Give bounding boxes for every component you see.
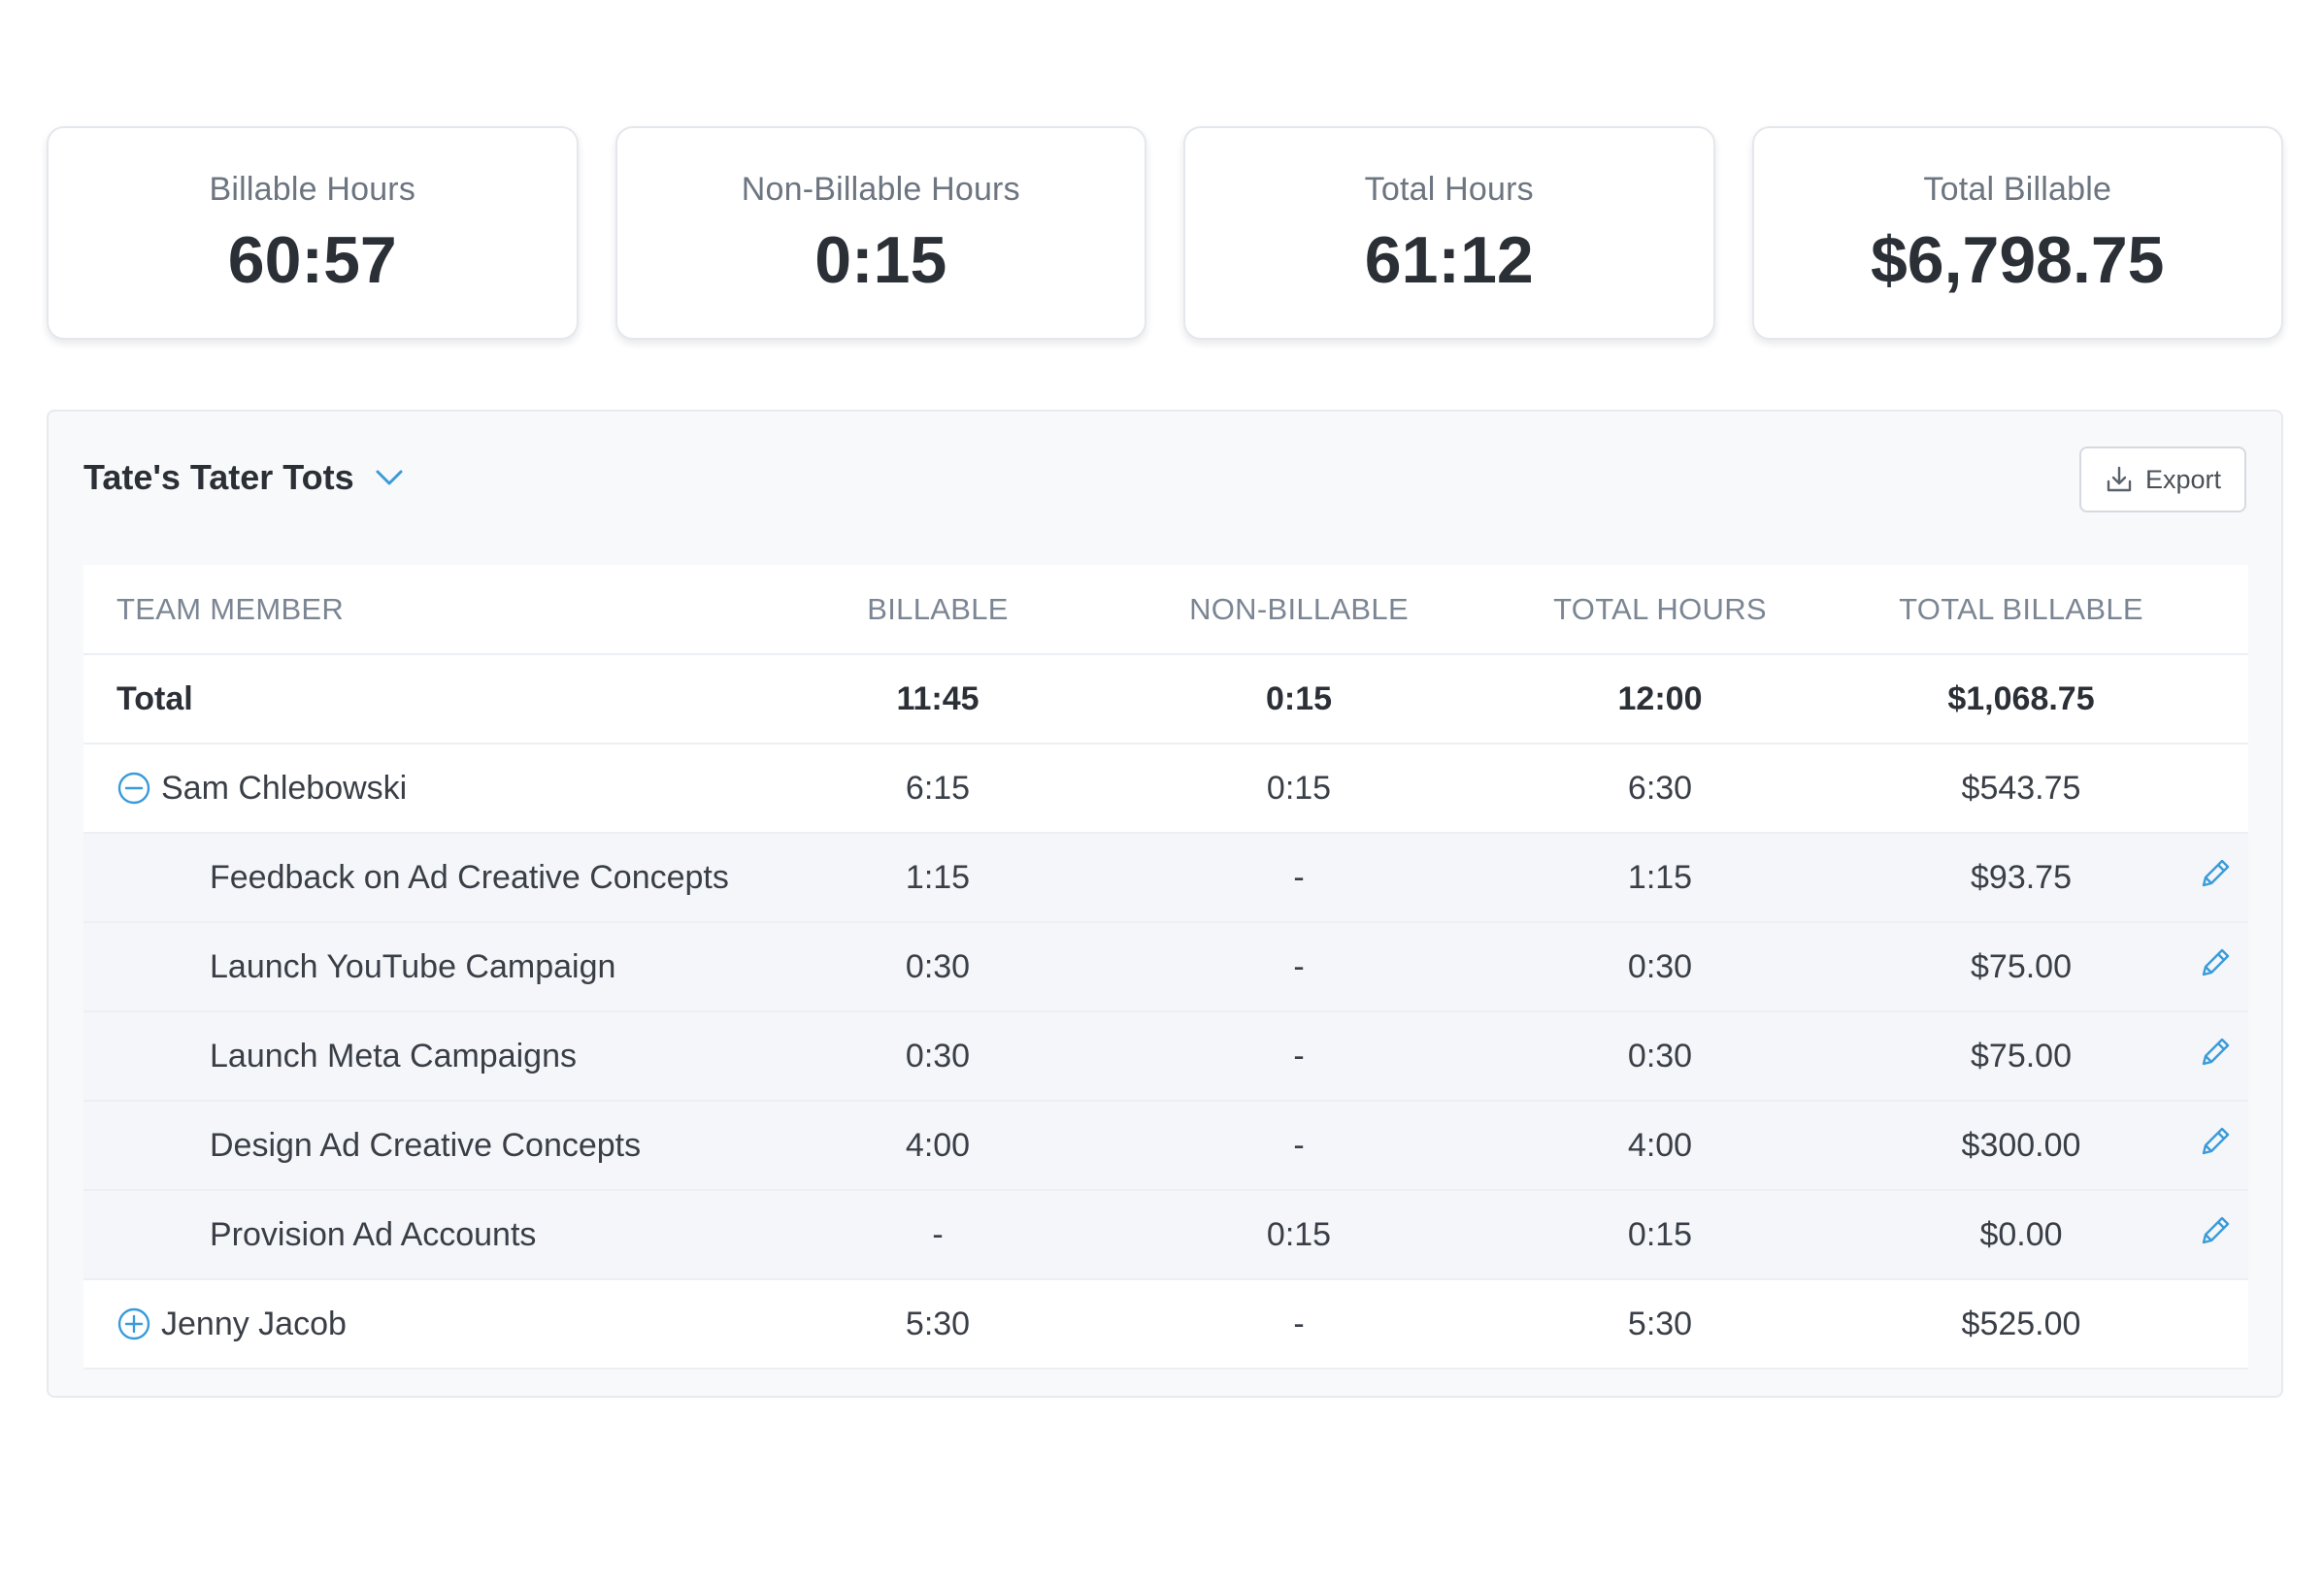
- export-label: Export: [2144, 464, 2222, 494]
- task-row: Design Ad Creative Concepts 4:00 - 4:00 …: [83, 1101, 2248, 1191]
- stat-card-non-billable-hours: Non-Billable Hours 0:15: [614, 126, 1146, 340]
- member-total-hours: 6:30: [1479, 744, 1841, 834]
- task-billable: 1:15: [757, 833, 1118, 923]
- task-name: Launch Meta Campaigns: [83, 1011, 757, 1102]
- task-name: Launch YouTube Campaign: [83, 922, 757, 1012]
- task-non-billable: -: [1118, 1101, 1479, 1191]
- stat-card-total-billable: Total Billable $6,798.75: [1751, 126, 2283, 340]
- member-non-billable: -: [1118, 1279, 1479, 1370]
- task-row: Launch YouTube Campaign 0:30 - 0:30 $75.…: [83, 922, 2248, 1012]
- task-name: Feedback on Ad Creative Concepts: [83, 833, 757, 923]
- task-billable: 4:00: [757, 1101, 1118, 1191]
- table-header-row: TEAM MEMBER BILLABLE NON-BILLABLE TOTAL …: [83, 565, 2248, 655]
- plus-circle-icon[interactable]: [116, 1306, 151, 1341]
- member-name: Sam Chlebowski: [161, 769, 408, 807]
- task-name: Design Ad Creative Concepts: [83, 1101, 757, 1191]
- stat-label: Non-Billable Hours: [741, 171, 1020, 208]
- task-total-billable: $93.75: [1841, 833, 2202, 923]
- summary-stats: Billable Hours 60:57 Non-Billable Hours …: [47, 126, 2283, 340]
- member-row[interactable]: Sam Chlebowski 6:15 0:15 6:30 $543.75: [83, 744, 2248, 834]
- stat-label: Total Hours: [1364, 171, 1534, 208]
- header-team-member: TEAM MEMBER: [83, 565, 757, 655]
- stat-card-billable-hours: Billable Hours 60:57: [47, 126, 579, 340]
- member-billable: 5:30: [757, 1279, 1118, 1370]
- stat-value: 61:12: [1364, 223, 1534, 297]
- pencil-icon[interactable]: [2196, 854, 2235, 893]
- export-button[interactable]: Export: [2079, 446, 2246, 512]
- minus-circle-icon[interactable]: [116, 771, 151, 806]
- task-non-billable: 0:15: [1118, 1190, 1479, 1280]
- total-non-billable-hours: 0:15: [1118, 654, 1479, 744]
- stat-card-total-hours: Total Hours 61:12: [1183, 126, 1715, 340]
- member-total-billable: $543.75: [1841, 744, 2202, 834]
- task-total-hours: 0:30: [1479, 922, 1841, 1012]
- member-total-billable: $525.00: [1841, 1279, 2202, 1370]
- member-row[interactable]: Jenny Jacob 5:30 - 5:30 $525.00: [83, 1279, 2248, 1370]
- stat-value: 0:15: [814, 223, 947, 297]
- header-non-billable: NON-BILLABLE: [1118, 565, 1479, 655]
- member-total-hours: 5:30: [1479, 1279, 1841, 1370]
- time-table-wrapper: TEAM MEMBER BILLABLE NON-BILLABLE TOTAL …: [83, 565, 2248, 1370]
- pencil-icon[interactable]: [2196, 1211, 2235, 1250]
- task-total-hours: 4:00: [1479, 1101, 1841, 1191]
- task-total-billable: $300.00: [1841, 1101, 2202, 1191]
- member-name-cell: Jenny Jacob: [83, 1306, 757, 1343]
- task-billable: -: [757, 1190, 1118, 1280]
- task-non-billable: -: [1118, 1011, 1479, 1102]
- task-total-billable: $0.00: [1841, 1190, 2202, 1280]
- member-non-billable: 0:15: [1118, 744, 1479, 834]
- task-row: Feedback on Ad Creative Concepts 1:15 - …: [83, 833, 2248, 923]
- time-table: TEAM MEMBER BILLABLE NON-BILLABLE TOTAL …: [83, 565, 2248, 1370]
- total-billable-hours: 11:45: [757, 654, 1118, 744]
- chevron-down-icon[interactable]: [372, 460, 407, 495]
- member-billable: 6:15: [757, 744, 1118, 834]
- stat-label: Billable Hours: [209, 171, 416, 208]
- task-row: Launch Meta Campaigns 0:30 - 0:30 $75.00: [83, 1011, 2248, 1102]
- task-total-billable: $75.00: [1841, 922, 2202, 1012]
- task-total-hours: 0:15: [1479, 1190, 1841, 1280]
- task-total-billable: $75.00: [1841, 1011, 2202, 1102]
- header-total-billable: TOTAL BILLABLE: [1841, 565, 2202, 655]
- pencil-icon[interactable]: [2196, 1122, 2235, 1161]
- task-total-hours: 1:15: [1479, 833, 1841, 923]
- total-total-billable: $1,068.75: [1841, 654, 2202, 744]
- task-billable: 0:30: [757, 1011, 1118, 1102]
- header-total-hours: TOTAL HOURS: [1479, 565, 1841, 655]
- total-total-hours: 12:00: [1479, 654, 1841, 744]
- stat-value: 60:57: [227, 223, 397, 297]
- member-name: Jenny Jacob: [161, 1305, 347, 1342]
- client-name: Tate's Tater Tots: [83, 457, 354, 497]
- header-billable: BILLABLE: [757, 565, 1118, 655]
- pencil-icon[interactable]: [2196, 1033, 2235, 1072]
- task-non-billable: -: [1118, 922, 1479, 1012]
- report-panel: Tate's Tater Tots Export: [47, 410, 2283, 1398]
- task-billable: 0:30: [757, 922, 1118, 1012]
- stat-value: $6,798.75: [1870, 223, 2165, 297]
- task-total-hours: 0:30: [1479, 1011, 1841, 1102]
- member-name-cell: Sam Chlebowski: [83, 770, 757, 808]
- task-non-billable: -: [1118, 833, 1479, 923]
- task-row: Provision Ad Accounts - 0:15 0:15 $0.00: [83, 1190, 2248, 1280]
- stat-label: Total Billable: [1923, 171, 2112, 208]
- download-icon: [2105, 465, 2134, 494]
- total-label: Total: [83, 654, 757, 744]
- client-selector[interactable]: Tate's Tater Tots: [83, 450, 407, 505]
- task-name: Provision Ad Accounts: [83, 1190, 757, 1280]
- total-row: Total 11:45 0:15 12:00 $1,068.75: [83, 654, 2248, 744]
- header-actions: [2202, 565, 2248, 655]
- pencil-icon[interactable]: [2196, 943, 2235, 982]
